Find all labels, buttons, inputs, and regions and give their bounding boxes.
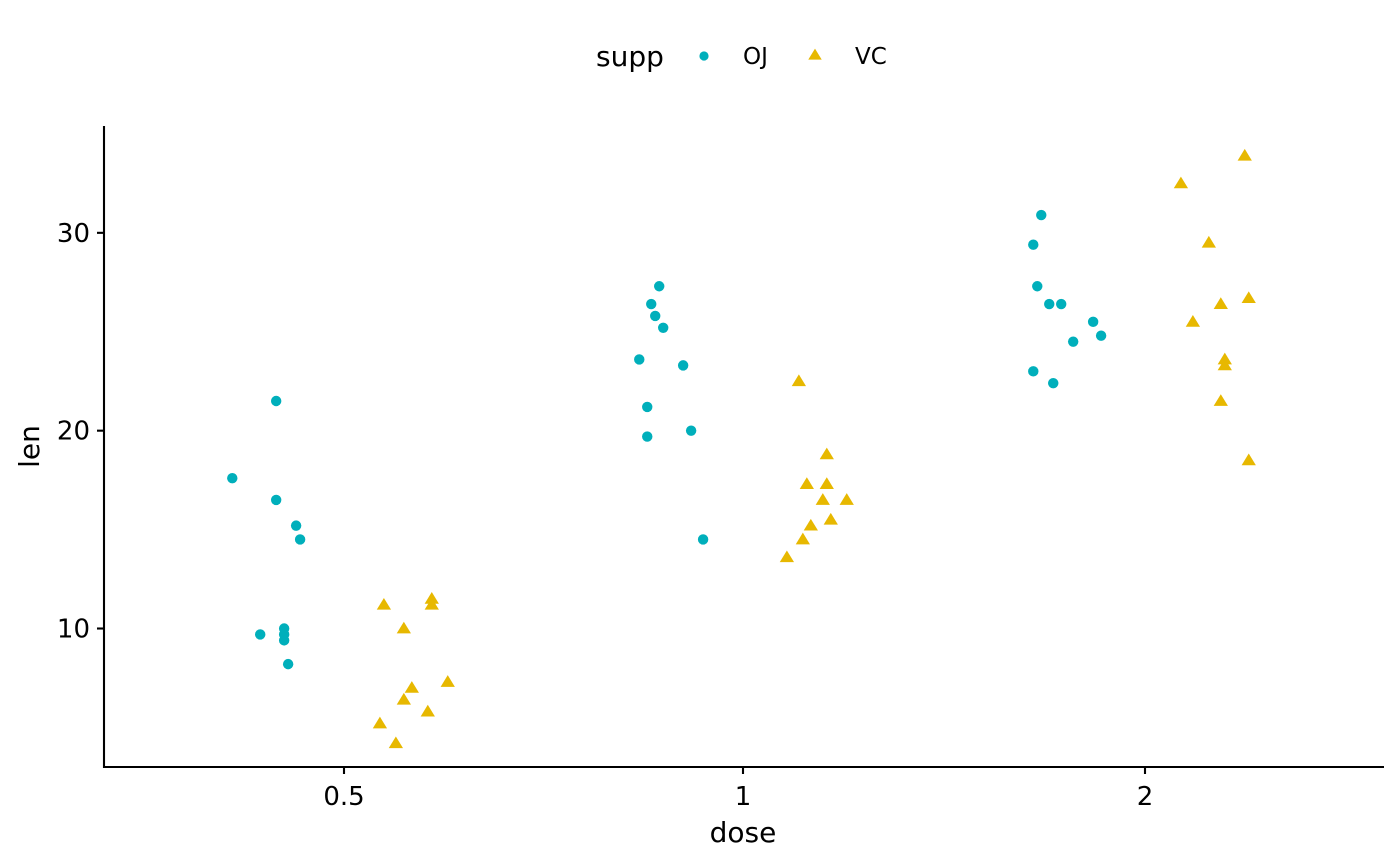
data-point-vc <box>779 550 795 563</box>
data-point-oj <box>270 494 282 506</box>
data-point-oj <box>1095 330 1107 341</box>
data-point-oj <box>1087 316 1099 328</box>
data-point-oj <box>1056 298 1067 310</box>
data-point-vc <box>396 621 411 634</box>
data-point-vc <box>1213 394 1228 406</box>
data-point-vc <box>839 493 854 505</box>
legend-label-vc: VC <box>855 44 887 70</box>
data-point-oj <box>650 310 661 322</box>
data-point-oj <box>697 534 709 545</box>
plot-area <box>227 148 1256 749</box>
x-tick-label: 0.5 <box>323 782 364 812</box>
data-point-vc <box>791 374 806 387</box>
data-point-oj <box>282 658 294 670</box>
y-axis-title: len <box>13 425 46 468</box>
data-point-oj <box>634 354 645 365</box>
data-point-vc <box>1241 291 1256 304</box>
data-point-vc <box>1217 352 1232 365</box>
legend-label-oj: OJ <box>743 44 768 70</box>
data-point-vc <box>819 477 834 489</box>
data-point-vc <box>1217 358 1232 371</box>
data-point-oj <box>290 520 302 531</box>
data-point-oj <box>1036 209 1047 221</box>
axes: 10 20 30 0.5 1 2 <box>57 126 1384 812</box>
data-point-oj <box>658 322 669 333</box>
data-point-oj <box>1048 377 1059 389</box>
legend-title: supp <box>596 40 664 73</box>
data-point-vc <box>1173 176 1189 189</box>
data-point-oj <box>255 629 266 640</box>
data-point-oj <box>270 395 282 407</box>
y-tick-label: 10 <box>57 615 90 645</box>
data-point-vc <box>424 592 439 604</box>
y-tick-label: 30 <box>57 219 90 249</box>
data-point-vc <box>420 704 435 717</box>
data-point-vc <box>823 512 838 525</box>
legend: supp OJ VC <box>596 40 887 73</box>
data-point-vc <box>440 675 455 687</box>
data-point-oj <box>1032 281 1043 292</box>
data-point-vc <box>396 692 411 705</box>
x-tick-label: 2 <box>1137 782 1154 812</box>
x-axis-title: dose <box>710 816 777 849</box>
data-point-oj <box>654 281 665 292</box>
data-point-vc <box>1201 235 1216 248</box>
data-point-vc <box>795 532 810 545</box>
data-point-vc <box>799 477 814 489</box>
legend-key-vc <box>808 48 822 60</box>
data-point-vc <box>404 681 419 693</box>
data-point-oj <box>1028 366 1039 377</box>
data-point-vc <box>819 447 834 460</box>
data-point-oj <box>642 401 653 413</box>
data-point-vc <box>388 736 404 749</box>
data-point-oj <box>642 431 653 442</box>
x-tick-label: 1 <box>735 782 752 812</box>
legend-key-oj <box>699 51 709 61</box>
data-point-oj <box>677 360 689 371</box>
data-point-vc <box>1237 148 1252 161</box>
data-point-oj <box>227 472 238 484</box>
data-point-oj <box>685 425 697 436</box>
data-point-vc <box>1241 453 1256 466</box>
data-point-vc <box>372 716 388 729</box>
y-tick-label: 20 <box>57 417 90 447</box>
data-point-vc <box>1185 315 1201 327</box>
data-point-oj <box>1067 336 1079 347</box>
data-point-vc <box>803 518 818 531</box>
data-point-oj <box>1028 239 1039 250</box>
data-point-vc <box>424 597 439 610</box>
data-point-oj <box>646 298 657 310</box>
data-point-vc <box>1213 297 1228 309</box>
data-point-oj <box>294 534 306 545</box>
data-point-oj <box>278 635 290 646</box>
data-point-oj <box>1044 298 1055 310</box>
data-point-vc <box>815 493 830 505</box>
data-point-vc <box>376 597 392 610</box>
